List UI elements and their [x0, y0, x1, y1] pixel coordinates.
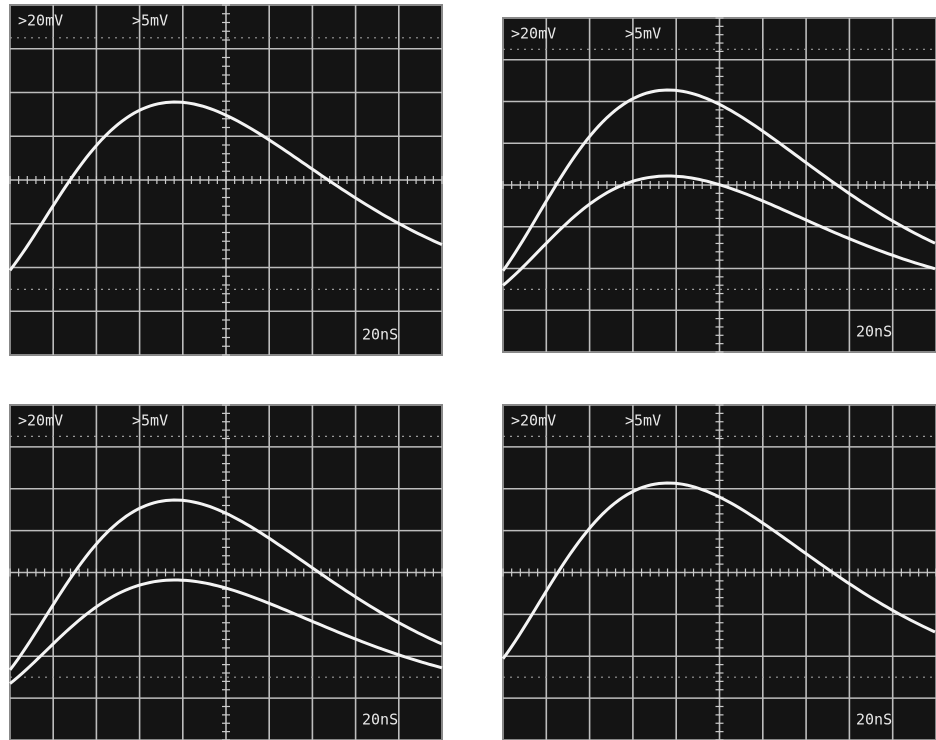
timebase-label: 20nS: [362, 711, 398, 729]
trace: [8, 100, 443, 272]
channel-2-label: >5mV: [132, 412, 168, 430]
scope-panel: >20mV >5mV 20nS: [8, 404, 443, 740]
timebase-label: 20nS: [362, 326, 398, 344]
scope-panel: >20mV >5mV 20nS: [501, 17, 936, 353]
trace: [501, 481, 936, 660]
timebase-label: 20nS: [856, 711, 892, 729]
scope-panel: >20mV >5mV 20nS: [8, 4, 443, 356]
channel-2-label: >5mV: [625, 412, 661, 430]
channel-2-label: >5mV: [625, 25, 661, 43]
channel-1-label: >20mV: [18, 12, 63, 30]
channel-1-label: >20mV: [18, 412, 63, 430]
channel-2-label: >5mV: [132, 12, 168, 30]
scope-panel: >20mV >5mV 20nS: [501, 404, 936, 740]
channel-1-label: >20mV: [511, 25, 556, 43]
channel-1-label: >20mV: [511, 412, 556, 430]
trace: [501, 88, 936, 272]
trace: [502, 174, 936, 287]
timebase-label: 20nS: [856, 323, 892, 341]
trace: [9, 578, 443, 685]
trace: [8, 498, 443, 671]
